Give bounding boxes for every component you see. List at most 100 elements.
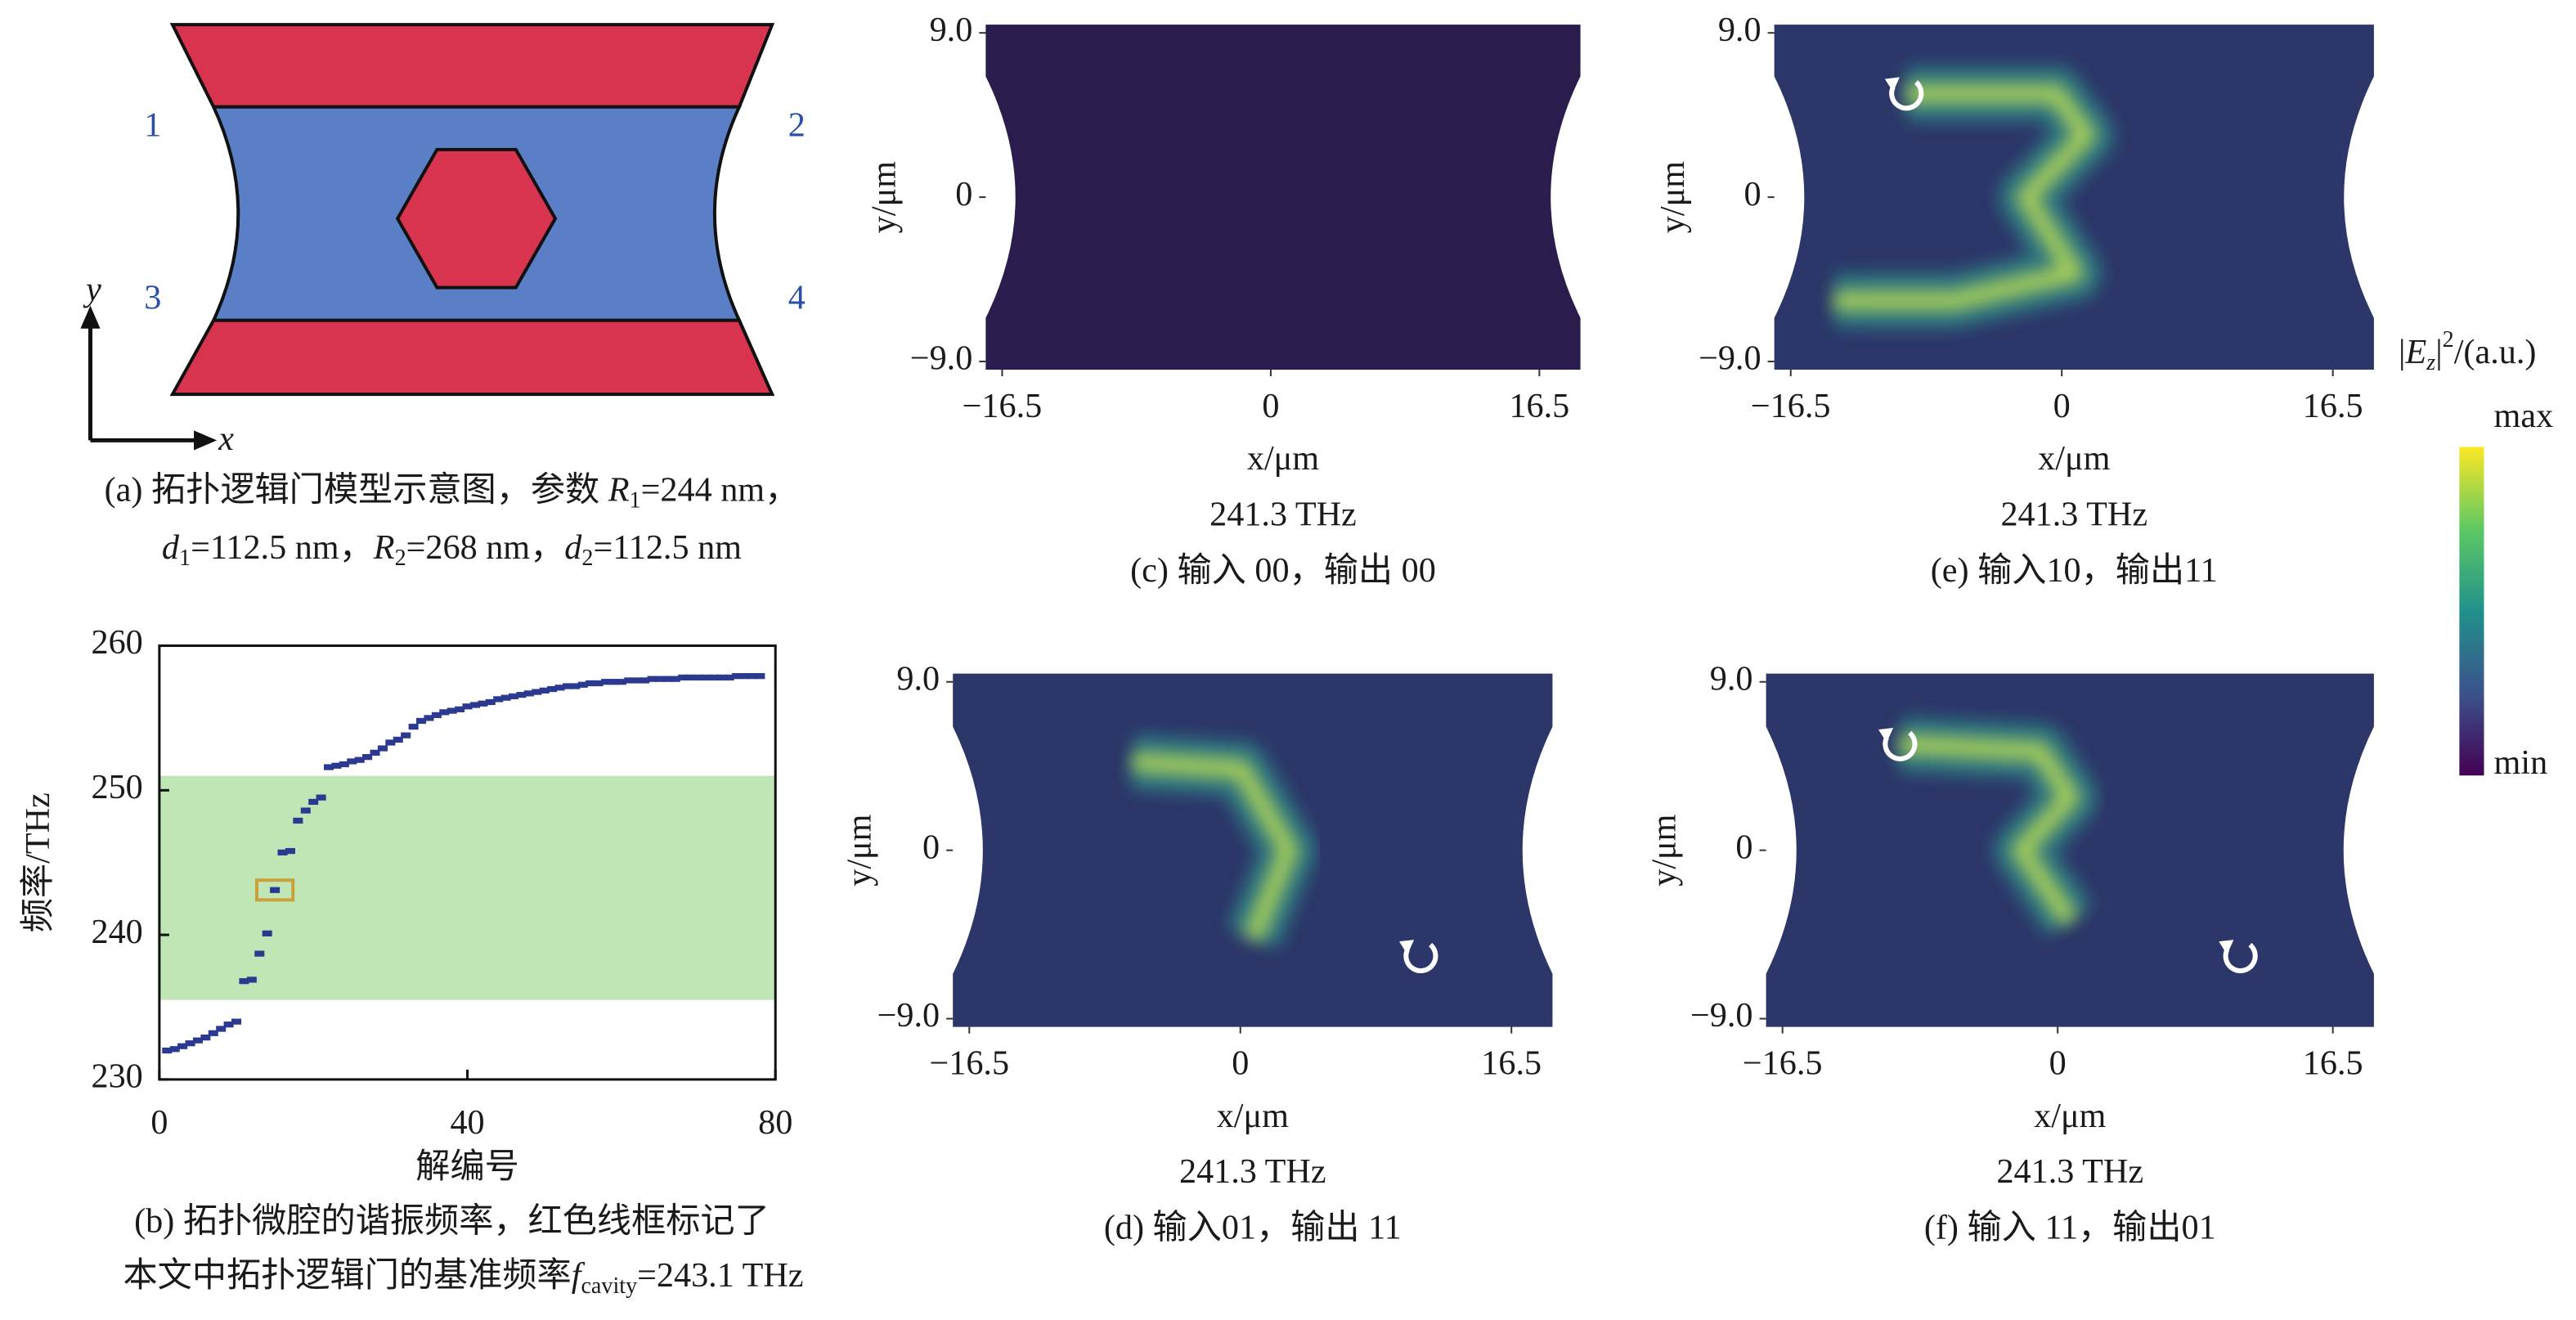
x-axis-label: x/μm [2038,439,2110,478]
x-tick-label: 0 [1262,387,1279,425]
point [469,702,480,708]
point [200,1034,211,1041]
point [631,677,642,684]
caption: (c) 输入 00，输出 00 [1130,551,1436,590]
x-axis-label: x/μm [2034,1097,2106,1135]
colorbar [2459,447,2484,776]
field-glow [1833,65,2115,329]
x-tick-label: 0 [1232,1044,1249,1082]
text-run: 1 [179,546,191,572]
arrow-heads [80,305,218,451]
point [701,674,711,681]
point [693,674,704,681]
x-axis-label: x/μm [1247,439,1319,478]
y-tick-label: −9.0 [1699,339,1761,378]
point [755,673,765,680]
text-run: 2 [395,546,406,572]
point [532,689,542,695]
point [347,758,357,765]
x-tick-label: 0 [150,1103,168,1142]
text-run: d [564,528,582,567]
point [208,1030,218,1036]
highlight-box [255,878,295,902]
point [293,817,303,824]
point [670,676,680,682]
point [370,749,380,756]
y-axis-label: y/μm [1645,814,1684,886]
point [262,930,272,936]
field-map [985,25,1581,370]
point [439,709,450,716]
point [601,679,612,685]
y-tick-label: 9.0 [1718,11,1761,49]
point [478,700,488,707]
y-tick-label: 230 [92,1057,143,1096]
x-tick-label: 16.5 [1509,387,1569,425]
point [331,762,342,769]
colorbar-max: max [2494,397,2554,435]
point [724,674,734,681]
point [339,761,349,768]
point [254,950,265,957]
colorbar-title: |Ez|2/(a.u.) [2399,327,2536,375]
point [493,696,504,703]
axis-label: x [218,420,234,458]
text-run: (b) 拓扑微腔的谐振频率，红色线框标记了 [134,1201,770,1240]
y-tick-label: 260 [92,623,143,662]
point [577,681,588,688]
point [523,690,534,697]
field-glow [1815,716,2241,985]
x-tick-label: 16.5 [2303,387,2363,425]
caption: (f) 输入 11，输出01 [1924,1208,2216,1246]
point [162,1047,173,1054]
x-tick-label: −16.5 [963,387,1043,425]
text-run: | [2435,333,2442,371]
point [385,739,396,746]
y-tick-label: 9.0 [1710,659,1753,698]
y-tick-label: 9.0 [896,659,940,698]
point [647,676,657,682]
glow-core [1833,83,2096,311]
axis-arrows [88,315,208,442]
point [708,674,719,681]
point [654,676,665,682]
y-tick-label: −9.0 [1690,996,1753,1035]
x-tick-label: 40 [450,1103,484,1142]
y-axis-label: y/μm [840,814,878,886]
text-run: 1 [630,488,641,514]
point [539,687,550,694]
source-icon [2223,942,2258,973]
port-label: 3 [144,278,161,317]
point [447,707,457,714]
caption: d1=112.5 nm，R2=268 nm，d2=112.5 nm [162,528,742,572]
point [640,677,650,684]
point [509,693,519,700]
x-tick-label: 0 [2053,387,2071,425]
point [177,1043,188,1049]
caption: 本文中拓扑逻辑门的基准频率fcavity=243.1 THz [123,1256,803,1300]
colorbar-min: min [2494,743,2548,782]
y-tick-label: −9.0 [877,996,940,1035]
point [185,1040,195,1047]
port-label: 1 [144,106,161,144]
frequency-label: 241.3 THz [1179,1152,1326,1191]
x-tick-label: 80 [758,1103,792,1142]
point [277,849,288,855]
point [608,679,619,685]
axis-label: y [83,270,101,308]
point [685,674,696,681]
x-tick-label: −16.5 [929,1044,1009,1082]
y-tick-label: 0 [955,175,972,213]
point [562,683,572,689]
text-run: /(a.u.) [2454,333,2537,371]
y-tick-label: 250 [92,768,143,806]
text-run: =112.5 nm， [191,528,374,567]
band [159,775,776,1000]
point [408,723,419,730]
point [593,680,604,687]
text-run: (a) 拓扑逻辑门模型示意图，参数 [105,470,608,509]
frequency-label: 241.3 THz [2000,496,2147,534]
point [377,745,388,752]
source-icon [1403,942,1438,973]
